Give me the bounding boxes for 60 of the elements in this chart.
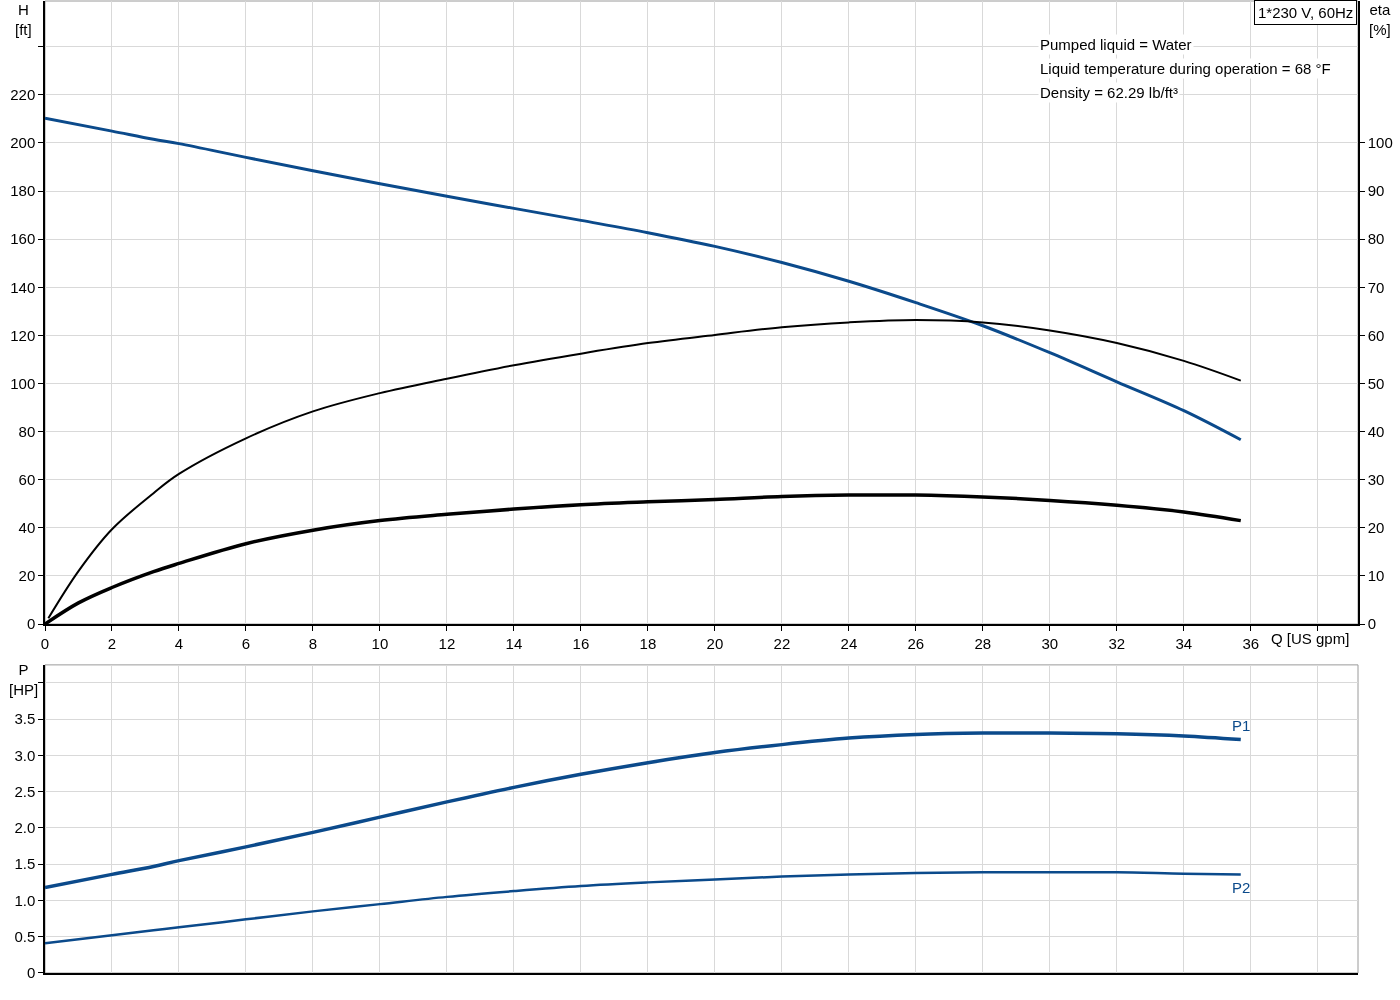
x-tick-label: 0 <box>40 634 50 652</box>
y-tick-label: 0 <box>26 615 36 633</box>
y-axis-title: P [HP] <box>9 661 39 698</box>
y-tick-label: 20 <box>18 567 36 585</box>
y-tick-label: 0.5 <box>14 928 36 945</box>
y2-tick-label: 30 <box>1367 470 1385 488</box>
x-tick-label: 16 <box>572 634 590 652</box>
y-tick-label: 2.0 <box>14 819 36 837</box>
series-label: P1 <box>1232 717 1251 734</box>
x-tick-label: 36 <box>1242 634 1260 652</box>
x-tick-label: 34 <box>1175 634 1193 652</box>
annotation: Pumped liquid = Water <box>1040 36 1192 53</box>
y2-tick-label: 10 <box>1367 567 1385 585</box>
x-tick-label: 12 <box>438 634 456 652</box>
y-tick-label: 160 <box>10 230 36 248</box>
y2-tick-label: 70 <box>1367 278 1385 296</box>
y-tick-label: 2.5 <box>14 783 36 800</box>
series-label: P2 <box>1232 879 1251 896</box>
x-tick-label: 14 <box>505 634 523 652</box>
y-tick-label: 1.0 <box>14 891 36 909</box>
x-tick-label: 24 <box>840 634 858 652</box>
y-tick-label: 80 <box>18 422 36 440</box>
y-tick-label: 3.0 <box>14 746 36 764</box>
y-tick-label: 3.5 <box>14 710 36 728</box>
y-tick-label: 60 <box>18 470 36 488</box>
annotation: Liquid temperature during operation = 68 °F <box>1040 60 1331 77</box>
y-tick-label: 0 <box>26 964 36 982</box>
y-tick-label: 100 <box>10 374 36 392</box>
x-tick-label: 20 <box>706 634 724 652</box>
x-tick-label: 30 <box>1041 634 1059 652</box>
y2-axis-title: eta [%] <box>1369 1 1391 38</box>
x-tick-label: 2 <box>107 634 117 652</box>
y-tick-label: 40 <box>18 519 36 537</box>
x-tick-label: 32 <box>1108 634 1126 652</box>
y2-tick-label: 80 <box>1367 230 1385 248</box>
x-tick-label: 8 <box>308 634 318 652</box>
y-tick-label: 180 <box>10 182 36 200</box>
x-axis-title: Q [US gpm] <box>1271 630 1350 647</box>
annotation: Density = 62.29 lb/ft³ <box>1040 84 1178 101</box>
y2-tick-label: 90 <box>1367 182 1385 200</box>
y2-tick-label: 60 <box>1367 326 1385 344</box>
y-tick-label: 1.5 <box>14 855 36 873</box>
x-tick-label: 6 <box>241 634 251 652</box>
x-tick-label: 28 <box>974 634 992 652</box>
x-tick-label: 26 <box>907 634 925 652</box>
y2-tick-label: 0 <box>1367 615 1377 633</box>
y2-tick-label: 40 <box>1367 422 1385 440</box>
y-tick-label: 140 <box>10 278 36 296</box>
annotation: 1*230 V, 60Hz <box>1258 4 1354 21</box>
x-tick-label: 10 <box>371 634 389 652</box>
x-tick-label: 4 <box>174 634 184 652</box>
x-tick-label: 22 <box>773 634 791 652</box>
y-tick-label: 200 <box>10 134 36 152</box>
y-tick-label: 120 <box>10 326 36 344</box>
y2-tick-label: 50 <box>1367 374 1385 392</box>
x-tick-label: 18 <box>639 634 657 652</box>
y2-tick-label: 100 <box>1367 134 1393 152</box>
y-tick-label: 220 <box>10 86 36 104</box>
y2-tick-label: 20 <box>1367 519 1385 537</box>
y-axis-title: H [ft] <box>15 1 32 38</box>
